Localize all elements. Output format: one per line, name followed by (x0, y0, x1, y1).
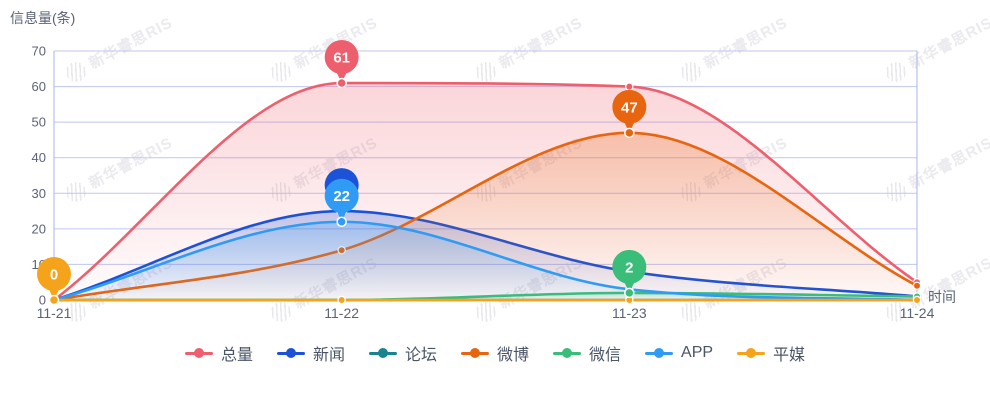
marker-pin-bubble (612, 89, 647, 124)
legend-item-news[interactable]: 新闻 (276, 341, 345, 365)
marker-pin-bubble (612, 249, 647, 284)
legend-label: 微信 (589, 347, 622, 364)
marker-anchor-dot (624, 287, 635, 299)
y-tick-label: 20 (32, 221, 46, 236)
legend-label: 论坛 (404, 347, 437, 364)
marker-pin-bubble (37, 257, 71, 291)
y-tick-label: 30 (32, 186, 46, 201)
marker-pin-label: 61 (333, 50, 350, 67)
y-tick-label: 50 (32, 115, 46, 130)
marker-anchor-dot (48, 294, 60, 306)
legend-label: 总量 (220, 347, 253, 364)
legend-marker-icon (184, 348, 213, 358)
series-point-total-2 (625, 82, 634, 91)
legend-marker-icon (553, 348, 581, 358)
legend-item-print[interactable]: 平媒 (737, 341, 805, 365)
legend-item-total[interactable]: 总量 (184, 341, 253, 365)
legend-label: 平媒 (773, 347, 806, 364)
legend-marker-icon (737, 348, 766, 358)
marker-pin-label: 2 (625, 259, 633, 276)
series-area-weibo (54, 132, 917, 300)
x-tick-label: 11-22 (324, 305, 359, 321)
y-tick-label: 40 (32, 150, 46, 165)
y-axis-title: 信息量(条) (10, 10, 76, 26)
series-area-app (54, 221, 917, 300)
marker-pin-label: 47 (621, 99, 638, 116)
legend-marker-icon (276, 348, 305, 358)
marker-pin-bubble (324, 40, 359, 75)
series-line-app (52, 220, 919, 302)
y-tick-label: 70 (32, 44, 46, 59)
marker-pin-label: 22 (333, 188, 350, 205)
marker-anchor-dot (336, 216, 347, 227)
legend-item-weibo[interactable]: 微博 (460, 341, 529, 365)
x-tick-label: 11-21 (37, 305, 72, 321)
series-point-weibo-3 (912, 281, 922, 290)
y-tick-label: 0 (39, 293, 46, 308)
legend-label: APP (681, 344, 714, 361)
marker-pin-wechat: 2 (612, 249, 647, 299)
y-tick-label: 60 (32, 79, 46, 94)
series-point-print-1 (337, 295, 346, 305)
marker-pin-total: 61 (324, 40, 359, 89)
series-point-print-3 (912, 295, 922, 305)
marker-pin-weibo: 47 (612, 89, 647, 139)
marker-pin-app: 22 (324, 178, 359, 227)
legend-label: 微博 (496, 347, 529, 364)
legend: 总量 新闻 论坛 微博 微信 APP 平媒 (0, 341, 990, 365)
marker-anchor-dot (624, 127, 635, 139)
x-tick-label: 11-24 (900, 305, 935, 321)
legend-item-app[interactable]: APP (645, 344, 713, 362)
marker-pin-bubble (324, 178, 359, 213)
legend-item-wechat[interactable]: 微信 (553, 341, 621, 365)
x-axis-title: 时间 (928, 289, 956, 305)
marker-anchor-dot (336, 77, 347, 89)
legend-item-forum[interactable]: 论坛 (368, 341, 437, 365)
legend-label: 新闻 (312, 347, 345, 364)
legend-marker-icon (645, 348, 674, 358)
legend-marker-icon (460, 348, 489, 358)
marker-pin-label: 0 (50, 267, 58, 284)
legend-marker-icon (368, 348, 397, 358)
x-tick-label: 11-23 (612, 305, 647, 321)
marker-pin-print: 0 (37, 257, 71, 306)
